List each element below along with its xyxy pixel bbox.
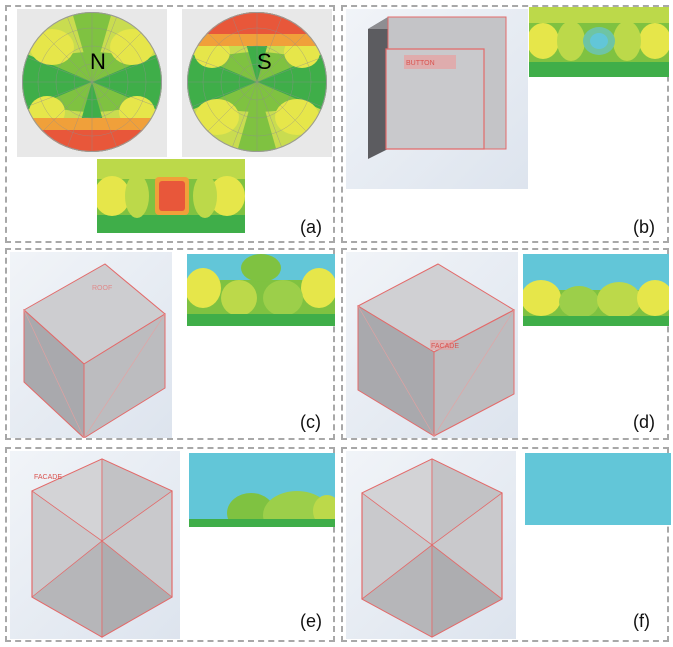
south-sphere <box>187 12 327 152</box>
panorama-b <box>529 7 669 77</box>
panel-d-label: (d) <box>633 412 655 432</box>
panel-f-label: (f) <box>633 611 650 631</box>
svg-text:ROOF: ROOF <box>92 285 112 292</box>
panorama-e <box>189 453 335 527</box>
panel-b: BUTTON (b) <box>341 5 669 243</box>
panorama-d <box>523 254 669 326</box>
cube-e: FACADE <box>31 458 173 638</box>
panorama-c <box>187 254 335 326</box>
panel-d: FACADE (d) <box>341 248 669 440</box>
panel-a: N S <box>5 5 335 243</box>
panel-e: FACADE (e) <box>5 447 335 642</box>
north-sphere <box>22 12 162 152</box>
cube-b: BUTTON <box>368 16 507 159</box>
svg-text:BUTTON: BUTTON <box>406 60 435 67</box>
panel-c-label: (c) <box>300 412 321 432</box>
panorama-a <box>97 159 245 233</box>
cube-c: ROOF <box>23 263 166 438</box>
panel-b-label: (b) <box>633 217 655 237</box>
cube-f <box>361 458 503 638</box>
svg-text:FACADE: FACADE <box>34 474 62 481</box>
south-label: S <box>257 49 272 74</box>
cube-d: FACADE <box>356 263 516 437</box>
svg-text:FACADE: FACADE <box>431 343 459 350</box>
panel-f: (f) <box>341 447 671 642</box>
panel-e-label: (e) <box>300 611 322 631</box>
panel-c: ROOF (c) <box>5 248 335 440</box>
panel-a-label: (a) <box>300 217 322 237</box>
north-label: N <box>90 49 106 74</box>
panorama-f <box>525 453 671 525</box>
